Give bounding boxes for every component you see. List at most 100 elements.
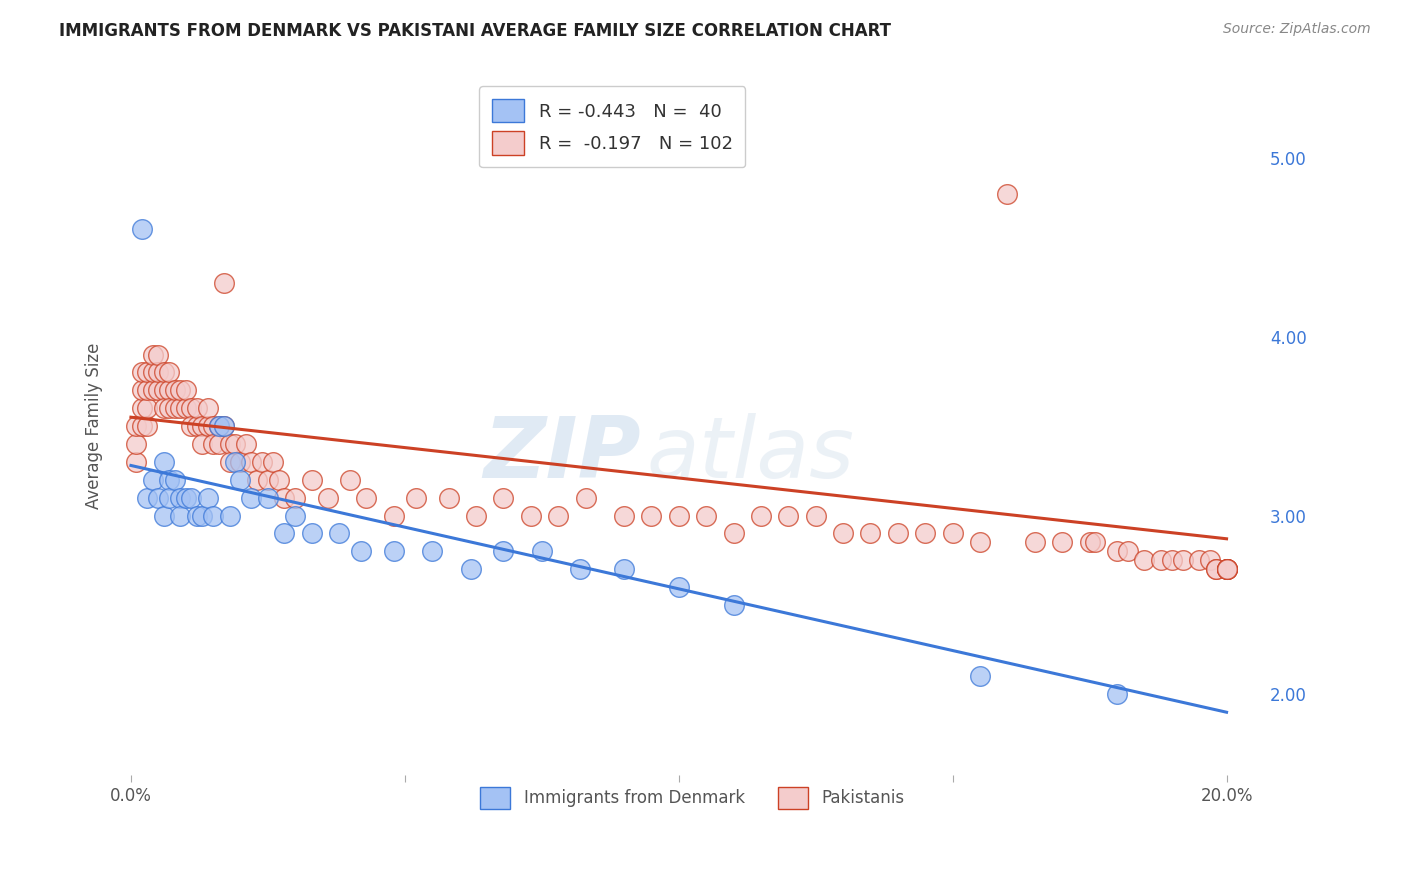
Point <box>180 419 202 434</box>
Point <box>142 348 165 362</box>
Point <box>136 384 159 398</box>
Point <box>267 473 290 487</box>
Point <box>273 491 295 505</box>
Point <box>125 455 148 469</box>
Point <box>240 455 263 469</box>
Point <box>273 526 295 541</box>
Point <box>1215 562 1237 576</box>
Point <box>240 491 263 505</box>
Point <box>257 473 280 487</box>
Point <box>1024 535 1046 549</box>
Point <box>437 491 460 505</box>
Point <box>1105 544 1128 558</box>
Point <box>1105 687 1128 701</box>
Point <box>169 491 191 505</box>
Point <box>212 276 235 290</box>
Point <box>575 491 598 505</box>
Point <box>157 384 180 398</box>
Point <box>1084 535 1107 549</box>
Point <box>229 473 252 487</box>
Point <box>218 455 240 469</box>
Point <box>1188 553 1211 567</box>
Point <box>202 508 225 523</box>
Text: Source: ZipAtlas.com: Source: ZipAtlas.com <box>1223 22 1371 37</box>
Point <box>152 384 174 398</box>
Point <box>174 491 197 505</box>
Point <box>914 526 936 541</box>
Point <box>1215 562 1237 576</box>
Point <box>547 508 569 523</box>
Point <box>460 562 482 576</box>
Point <box>465 508 488 523</box>
Legend: Immigrants from Denmark, Pakistanis: Immigrants from Denmark, Pakistanis <box>474 780 911 815</box>
Point <box>420 544 443 558</box>
Point <box>749 508 772 523</box>
Point <box>530 544 553 558</box>
Point <box>229 455 252 469</box>
Point <box>339 473 361 487</box>
Point <box>246 473 269 487</box>
Point <box>207 419 229 434</box>
Point <box>520 508 543 523</box>
Point <box>262 455 284 469</box>
Point <box>382 508 405 523</box>
Point <box>1215 562 1237 576</box>
Point <box>136 366 159 380</box>
Point <box>382 544 405 558</box>
Point <box>301 473 323 487</box>
Point <box>142 366 165 380</box>
Point <box>174 401 197 416</box>
Point <box>212 419 235 434</box>
Point <box>613 562 636 576</box>
Point <box>197 419 219 434</box>
Point <box>163 473 186 487</box>
Point <box>1205 562 1227 576</box>
Point <box>131 222 153 236</box>
Point <box>832 526 855 541</box>
Point <box>142 473 165 487</box>
Point <box>197 401 219 416</box>
Point <box>1215 562 1237 576</box>
Point <box>1078 535 1101 549</box>
Point <box>136 491 159 505</box>
Point <box>1116 544 1139 558</box>
Point <box>257 491 280 505</box>
Point <box>356 491 378 505</box>
Point <box>723 526 745 541</box>
Point <box>191 437 214 451</box>
Point <box>1050 535 1073 549</box>
Point <box>405 491 427 505</box>
Point <box>148 491 170 505</box>
Point <box>252 455 274 469</box>
Point <box>174 384 197 398</box>
Point <box>859 526 882 541</box>
Point <box>668 580 690 594</box>
Point <box>235 437 257 451</box>
Point <box>942 526 965 541</box>
Point <box>186 508 208 523</box>
Point <box>191 508 214 523</box>
Point <box>148 348 170 362</box>
Point <box>180 401 202 416</box>
Point <box>1205 562 1227 576</box>
Point <box>142 384 165 398</box>
Point <box>224 455 246 469</box>
Point <box>148 384 170 398</box>
Point <box>131 384 153 398</box>
Point <box>1150 553 1173 567</box>
Text: IMMIGRANTS FROM DENMARK VS PAKISTANI AVERAGE FAMILY SIZE CORRELATION CHART: IMMIGRANTS FROM DENMARK VS PAKISTANI AVE… <box>59 22 891 40</box>
Point <box>1215 562 1237 576</box>
Point <box>131 419 153 434</box>
Point <box>1160 553 1182 567</box>
Point <box>152 401 174 416</box>
Point <box>169 401 191 416</box>
Point <box>1171 553 1194 567</box>
Point <box>969 669 991 683</box>
Point <box>180 491 202 505</box>
Point <box>131 401 153 416</box>
Point <box>695 508 717 523</box>
Point <box>157 366 180 380</box>
Point <box>969 535 991 549</box>
Point <box>207 419 229 434</box>
Point <box>191 419 214 434</box>
